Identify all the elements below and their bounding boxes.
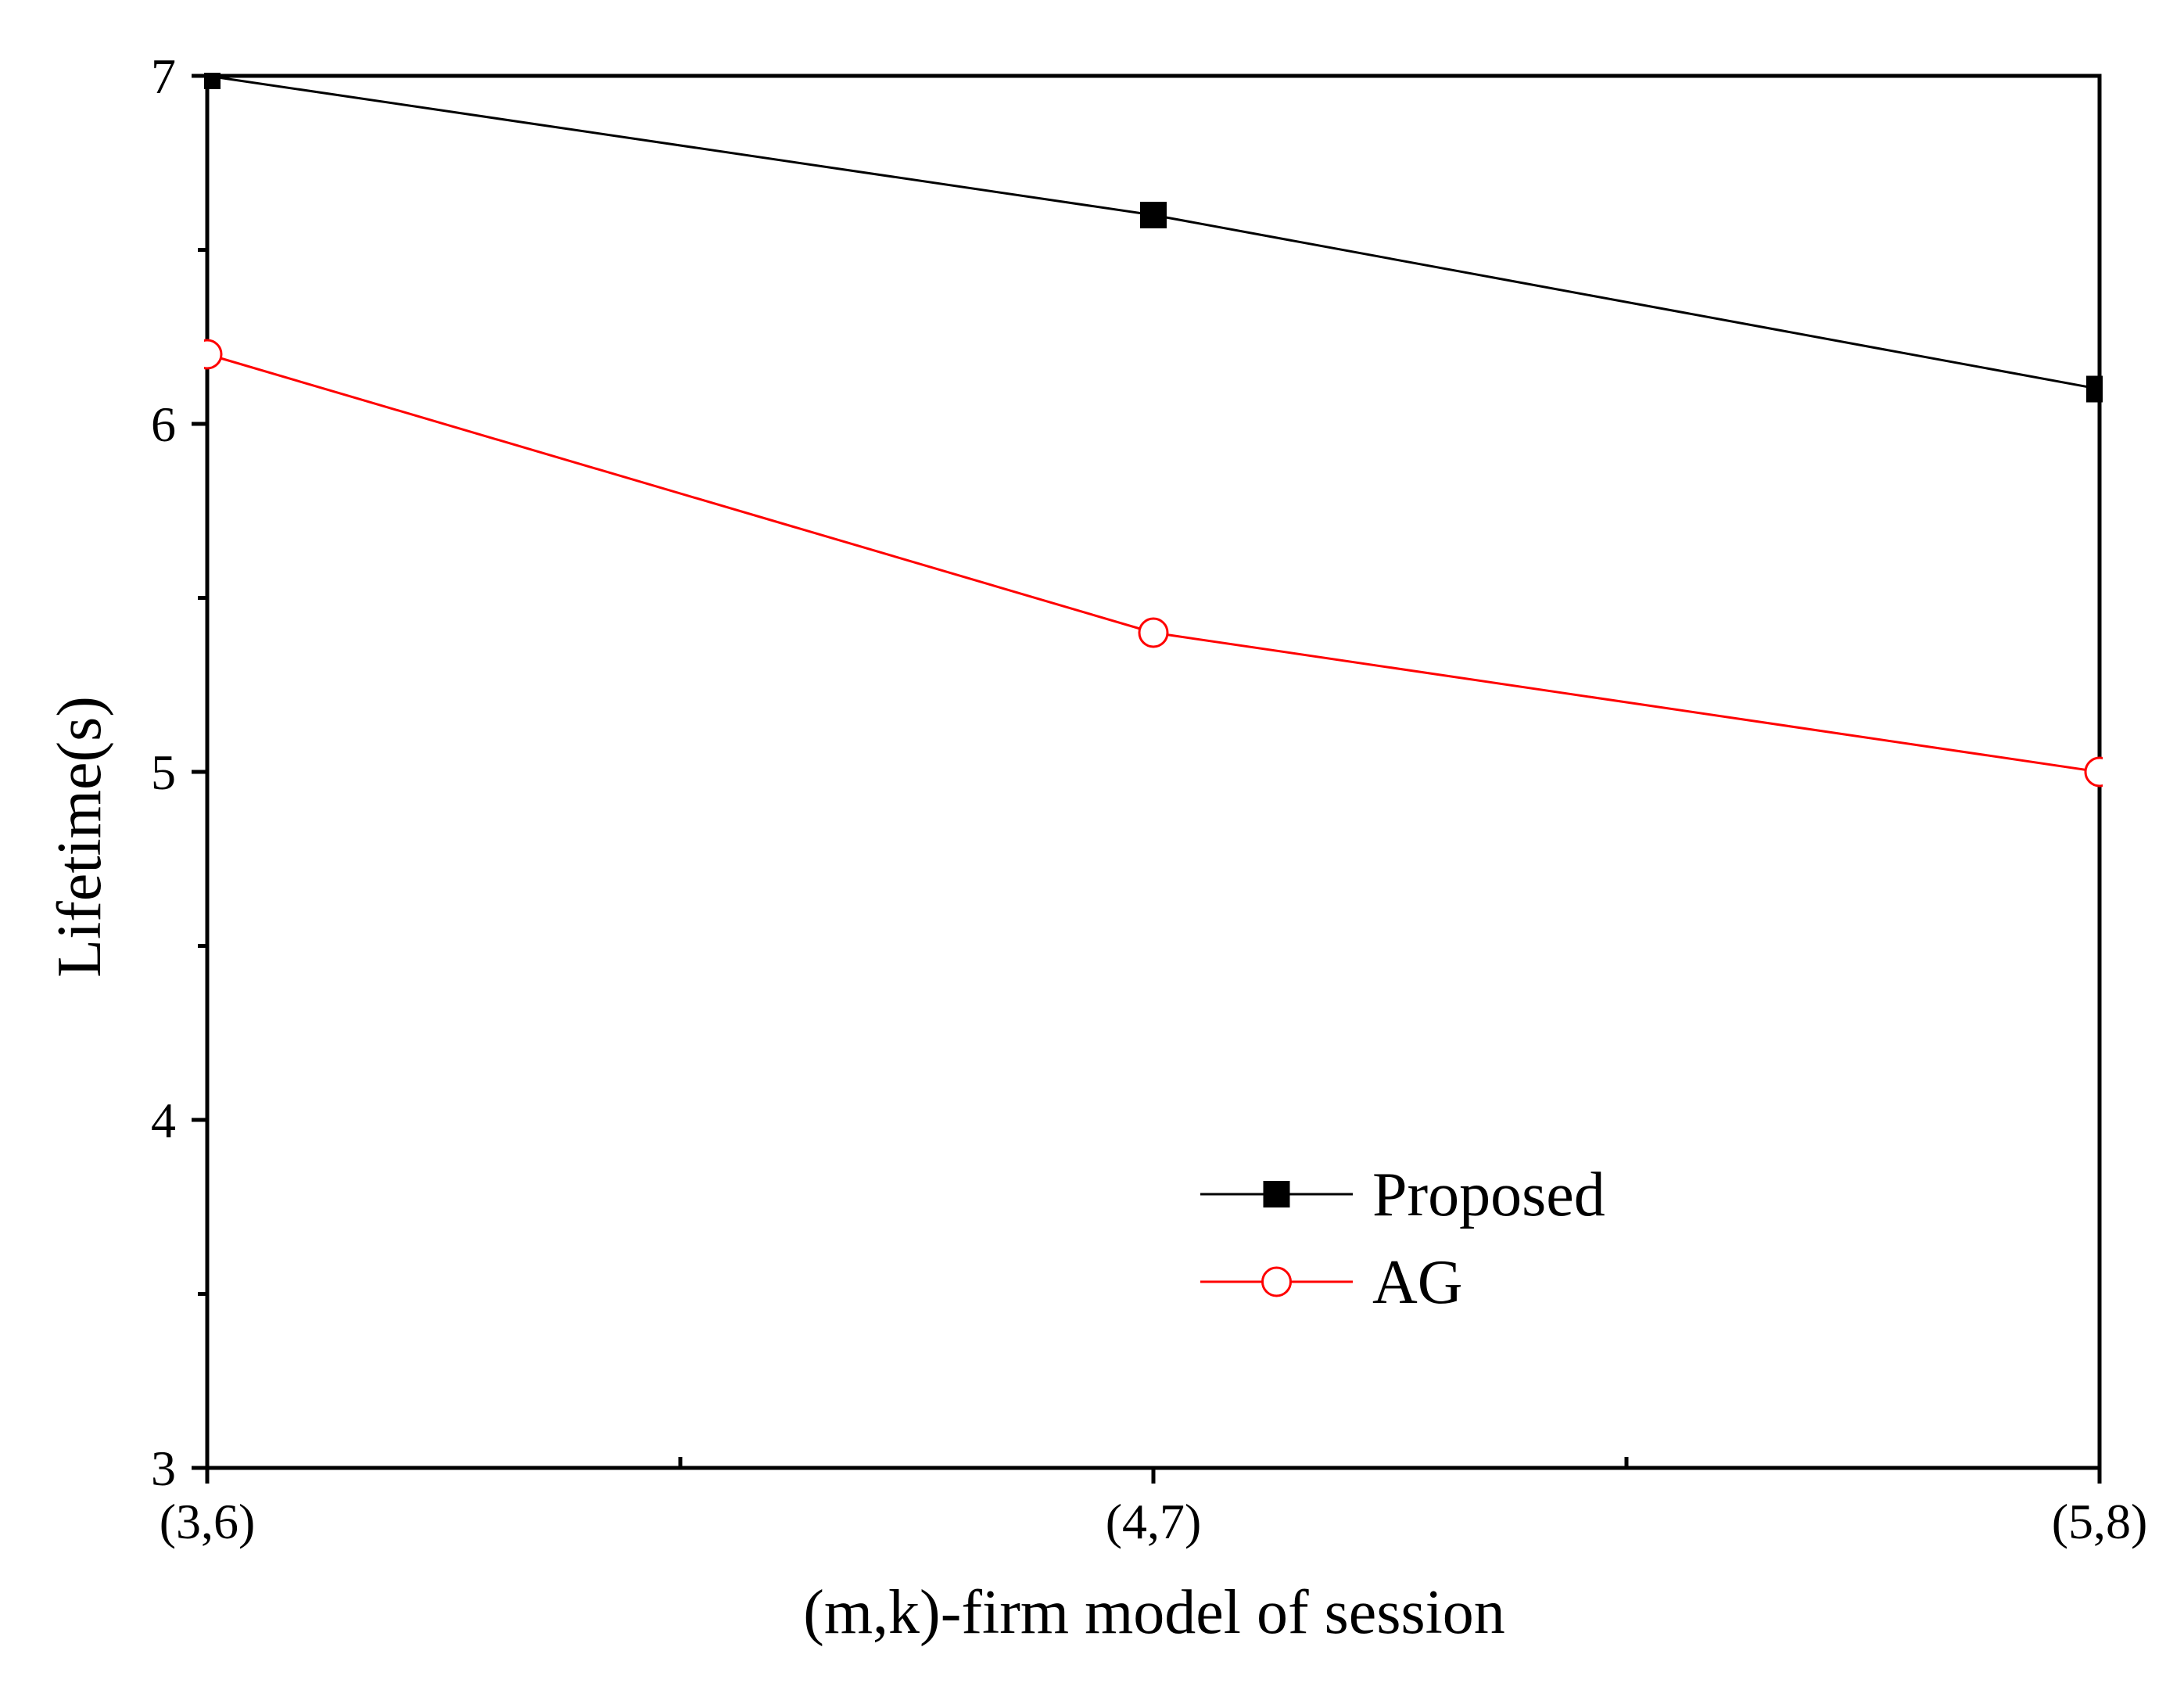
data-point-proposed — [1140, 202, 1167, 228]
series-ag — [204, 339, 2103, 788]
y-axis-title: Lifetime(s) — [45, 696, 114, 978]
plot-frame — [205, 74, 2102, 1470]
y-tick-label: 4 — [151, 1093, 176, 1148]
y-tick-label: 3 — [151, 1441, 176, 1496]
series-line-ag — [206, 353, 2100, 773]
legend-item-proposed: Proposed — [1200, 1161, 1605, 1229]
legend: Proposed AG — [1200, 1161, 1605, 1317]
x-tick-label: (5,8) — [2052, 1494, 2148, 1549]
y-tick-label: 6 — [151, 396, 176, 452]
data-point-proposed — [204, 73, 221, 89]
legend-marker — [1263, 1181, 1290, 1207]
x-tick-label: (3,6) — [160, 1494, 256, 1549]
axes — [205, 74, 2102, 1470]
data-point-proposed — [2086, 375, 2103, 403]
y-tick-label: 5 — [151, 745, 176, 800]
legend-marker — [1261, 1266, 1292, 1297]
legend-label: AG — [1372, 1248, 1463, 1317]
series-line-proposed — [206, 74, 2100, 390]
data-point-ag — [204, 339, 223, 370]
series-layer — [204, 73, 2103, 788]
legend-label: Proposed — [1372, 1161, 1605, 1229]
data-point-ag — [1138, 617, 1169, 648]
x-tick-label: (4,7) — [1106, 1494, 1202, 1549]
series-proposed — [204, 73, 2103, 403]
legend-item-ag: AG — [1200, 1248, 1463, 1317]
data-point-ag — [2084, 756, 2103, 788]
y-tick-label: 7 — [151, 48, 176, 104]
x-axis-title: (m,k)-firm model of session — [803, 1578, 1505, 1647]
ticks: 3 4 5 6 7 (3,6) (4,7) (5,8) — [151, 48, 2147, 1549]
